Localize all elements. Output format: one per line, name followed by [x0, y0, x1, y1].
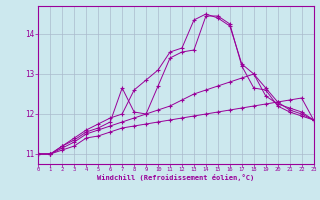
X-axis label: Windchill (Refroidissement éolien,°C): Windchill (Refroidissement éolien,°C) [97, 174, 255, 181]
